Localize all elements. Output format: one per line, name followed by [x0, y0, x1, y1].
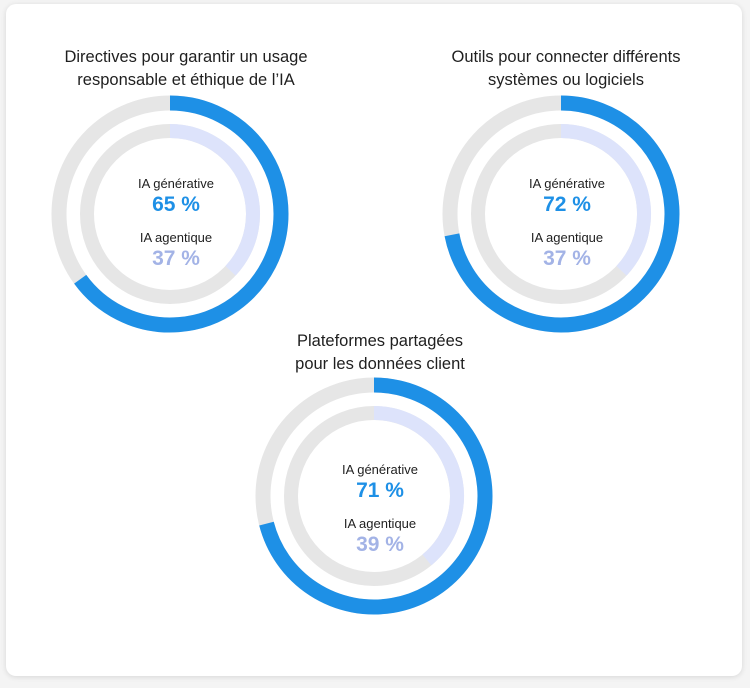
chart-1-title-line-2: responsable et éthique de l’IA	[77, 71, 295, 89]
chart-2-donut	[442, 95, 680, 333]
chart-1-title-line-1: Directives pour garantir un usage	[64, 48, 308, 66]
chart-1-donut	[51, 95, 289, 333]
chart-2-title: Outils pour connecter différents système…	[416, 46, 716, 92]
chart-1-center: IA générative 65 % IA agentique 37 %	[96, 176, 256, 272]
chart-3-title-line-1: Plateformes partagées	[296, 332, 463, 350]
chart-2-title-line-2: systèmes ou logiciels	[488, 71, 644, 89]
chart-3-donut	[255, 377, 493, 615]
chart-3-gen-arc	[259, 377, 493, 615]
chart-1-ag-arc	[169, 124, 260, 276]
chart-1-gen-label: IA générative	[138, 176, 214, 191]
chart-2-ag-label: IA agentique	[530, 230, 604, 245]
chart-2-ag-arc	[560, 124, 651, 276]
chart-3-gen-label: IA générative	[342, 462, 418, 477]
chart-1-ag-label: IA agentique	[139, 230, 213, 245]
chart-1-gen-value: 65 %	[152, 193, 200, 216]
chart-2-gen-value: 72 %	[543, 193, 591, 216]
chart-1-ag-value: 37 %	[152, 247, 200, 270]
chart-3-ag-arc	[373, 406, 464, 566]
chart-2-ag-value: 37 %	[543, 247, 591, 270]
chart-card: Directives pour garantir un usage respon…	[6, 4, 742, 676]
chart-2-gen-label: IA générative	[529, 176, 605, 191]
chart-3-gen-value: 71 %	[356, 479, 404, 502]
chart-3-center: IA générative 71 % IA agentique 39 %	[300, 462, 460, 558]
chart-1-title: Directives pour garantir un usage respon…	[36, 46, 336, 92]
chart-2-center: IA générative 72 % IA agentique 37 %	[487, 176, 647, 272]
chart-3-ag-value: 39 %	[356, 533, 404, 556]
chart-2-gen-arc	[444, 95, 680, 333]
chart-3-title: Plateformes partagées pour les données c…	[230, 330, 530, 376]
chart-3-title-line-2: pour les données client	[295, 355, 465, 373]
chart-2-title-line-1: Outils pour connecter différents	[451, 48, 681, 66]
chart-3-ag-label: IA agentique	[343, 516, 417, 531]
chart-1-gen-arc	[74, 95, 289, 333]
